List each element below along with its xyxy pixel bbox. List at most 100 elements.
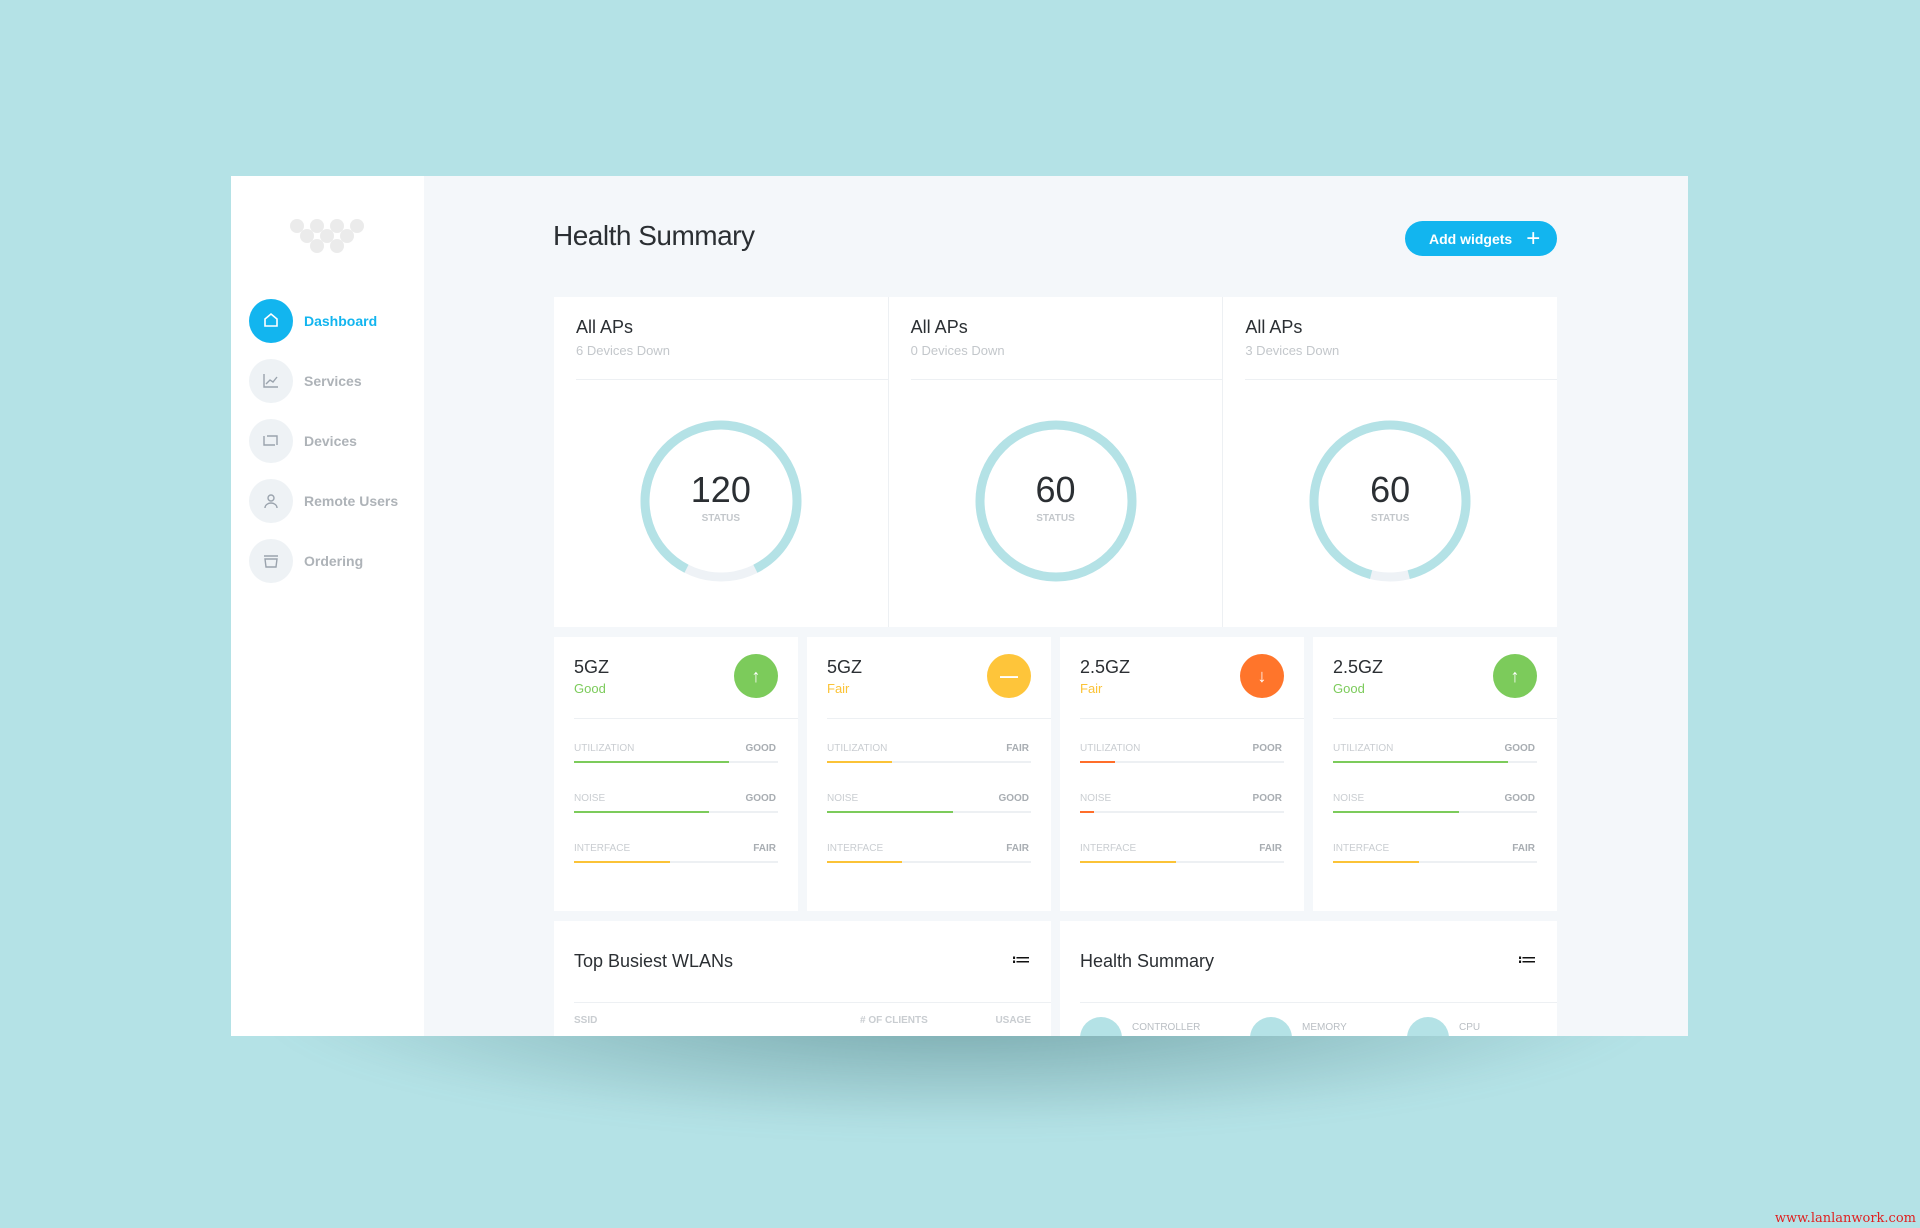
health-ring [1080, 1017, 1122, 1036]
list-menu-icon[interactable]: ≔ [1517, 949, 1537, 971]
metric-bar-fill [574, 811, 709, 813]
sidebar-item-services[interactable]: Services [249, 359, 362, 403]
metric-value: GOOD [745, 793, 776, 804]
column-header-clients[interactable]: # OF CLIENTS [860, 1015, 928, 1026]
metric-bar-track [574, 811, 778, 813]
metric-value: POOR [1252, 743, 1282, 754]
metric-bar-track [1333, 811, 1537, 813]
metric-utilization: UTILIZATION GOOD [1333, 743, 1537, 773]
metric-bar-fill [1333, 861, 1419, 863]
list-menu-icon[interactable]: ≔ [1011, 949, 1031, 971]
band-status: Fair [827, 681, 850, 696]
metric-value: FAIR [1006, 743, 1029, 754]
divider [910, 379, 1223, 380]
home-icon [249, 299, 293, 343]
metric-interface: INTERFACE FAIR [1080, 843, 1284, 873]
add-widgets-button[interactable]: Add widgets + [1405, 221, 1557, 256]
health-item-label: CONTROLLER [1132, 1022, 1201, 1033]
metric-value: FAIR [1259, 843, 1282, 854]
metric-label: UTILIZATION [1333, 743, 1394, 754]
divider [1333, 718, 1557, 719]
sidebar-item-ordering[interactable]: Ordering [249, 539, 363, 583]
divider [576, 379, 888, 380]
band-card: 2.5GZ Good ↑ UTILIZATION GOOD NOISE GOOD… [1313, 637, 1557, 911]
metric-bar-fill [574, 861, 670, 863]
health-summary-card: Health Summary ≔ CONTROLLER MEMORY CPU [1060, 921, 1557, 1036]
status-donut: 60 STATUS [972, 417, 1140, 585]
metric-value: GOOD [1504, 793, 1535, 804]
metric-noise: NOISE GOOD [827, 793, 1031, 823]
arrow-up-icon[interactable]: ↑ [1493, 654, 1537, 698]
card-title: Top Busiest WLANs [574, 951, 734, 971]
metric-bar-track [1080, 861, 1284, 863]
sidebar-item-label: Devices [304, 433, 357, 449]
band-status: Good [574, 681, 606, 696]
status-label: STATUS [1036, 513, 1075, 524]
devices-down: 3 Devices Down [1245, 343, 1340, 358]
card-title: All APs [576, 317, 634, 337]
sidebar-item-devices[interactable]: Devices [249, 419, 357, 463]
health-item: MEMORY [1250, 1017, 1347, 1036]
health-item-label: CPU [1459, 1022, 1481, 1033]
band-card: 5GZ Fair — UTILIZATION FAIR NOISE GOOD I… [807, 637, 1051, 911]
arrow-down-icon[interactable]: ↓ [1240, 654, 1284, 698]
metric-bar-fill [1333, 811, 1460, 813]
band-name: 5GZ [827, 657, 863, 677]
band-name: 2.5GZ [1080, 657, 1131, 677]
metric-value: POOR [1252, 793, 1282, 804]
metric-utilization: UTILIZATION GOOD [574, 743, 778, 773]
sidebar-item-remote-users[interactable]: Remote Users [249, 479, 398, 523]
band-card: 5GZ Good ↑ UTILIZATION GOOD NOISE GOOD I… [554, 637, 798, 911]
card-title: All APs [910, 317, 968, 337]
user-icon [249, 479, 293, 523]
health-item: CONTROLLER [1080, 1017, 1200, 1036]
sidebar-item-label: Services [304, 373, 362, 389]
metric-interface: INTERFACE FAIR [574, 843, 778, 873]
metric-value: FAIR [1006, 843, 1029, 854]
column-header-usage[interactable]: USAGE [995, 1015, 1031, 1026]
metric-bar-track [827, 861, 1031, 863]
band-status: Good [1333, 681, 1365, 696]
metric-bar-fill [827, 811, 954, 813]
arrow-up-icon[interactable]: ↑ [734, 654, 778, 698]
app-window: Dashboard Services Devices Remote Users Orde… [231, 176, 1688, 1036]
metric-value: FAIR [1512, 843, 1535, 854]
page-title: Health Summary [553, 220, 755, 251]
card-title: All APs [1245, 317, 1303, 337]
sidebar-item-dashboard[interactable]: Dashboard [249, 299, 377, 343]
status-label: STATUS [701, 513, 741, 524]
metric-label: INTERFACE [574, 843, 631, 854]
metric-interface: INTERFACE FAIR [827, 843, 1031, 873]
health-item-label: MEMORY [1302, 1022, 1347, 1033]
metric-bar-track [574, 861, 778, 863]
band-name: 2.5GZ [1333, 657, 1384, 677]
band-name: 5GZ [574, 657, 610, 677]
plus-icon: + [1526, 224, 1541, 252]
all-aps-card: All APs 6 Devices Down 120 STATUS [554, 297, 888, 627]
metric-bar-fill [827, 761, 893, 763]
metric-value: GOOD [1504, 743, 1535, 754]
metric-label: INTERFACE [1080, 843, 1137, 854]
metric-label: UTILIZATION [1080, 743, 1141, 754]
divider [574, 718, 798, 719]
add-widgets-label: Add widgets [1429, 230, 1513, 247]
status-donut: 60 STATUS [1306, 417, 1474, 585]
donut-fill [975, 420, 1136, 582]
logo-icon [290, 219, 364, 253]
sidebar-item-label: Dashboard [304, 313, 378, 329]
all-aps-card: All APs 3 Devices Down 60 STATUS [1222, 297, 1558, 627]
column-header-ssid[interactable]: SSID [574, 1015, 598, 1026]
metric-label: INTERFACE [1333, 843, 1390, 854]
card-title: Health Summary [1080, 951, 1215, 971]
divider [1245, 379, 1558, 380]
metric-bar-fill [1080, 811, 1095, 813]
minus-icon[interactable]: — [987, 654, 1031, 698]
divider [1080, 1002, 1557, 1003]
cart-icon [249, 539, 293, 583]
watermark: www.lanlanwork.com [1774, 1211, 1916, 1226]
metric-bar-track [827, 761, 1031, 763]
metric-value: GOOD [745, 743, 776, 754]
metric-label: NOISE [1080, 793, 1112, 804]
metric-noise: NOISE GOOD [574, 793, 778, 823]
metric-label: NOISE [827, 793, 859, 804]
